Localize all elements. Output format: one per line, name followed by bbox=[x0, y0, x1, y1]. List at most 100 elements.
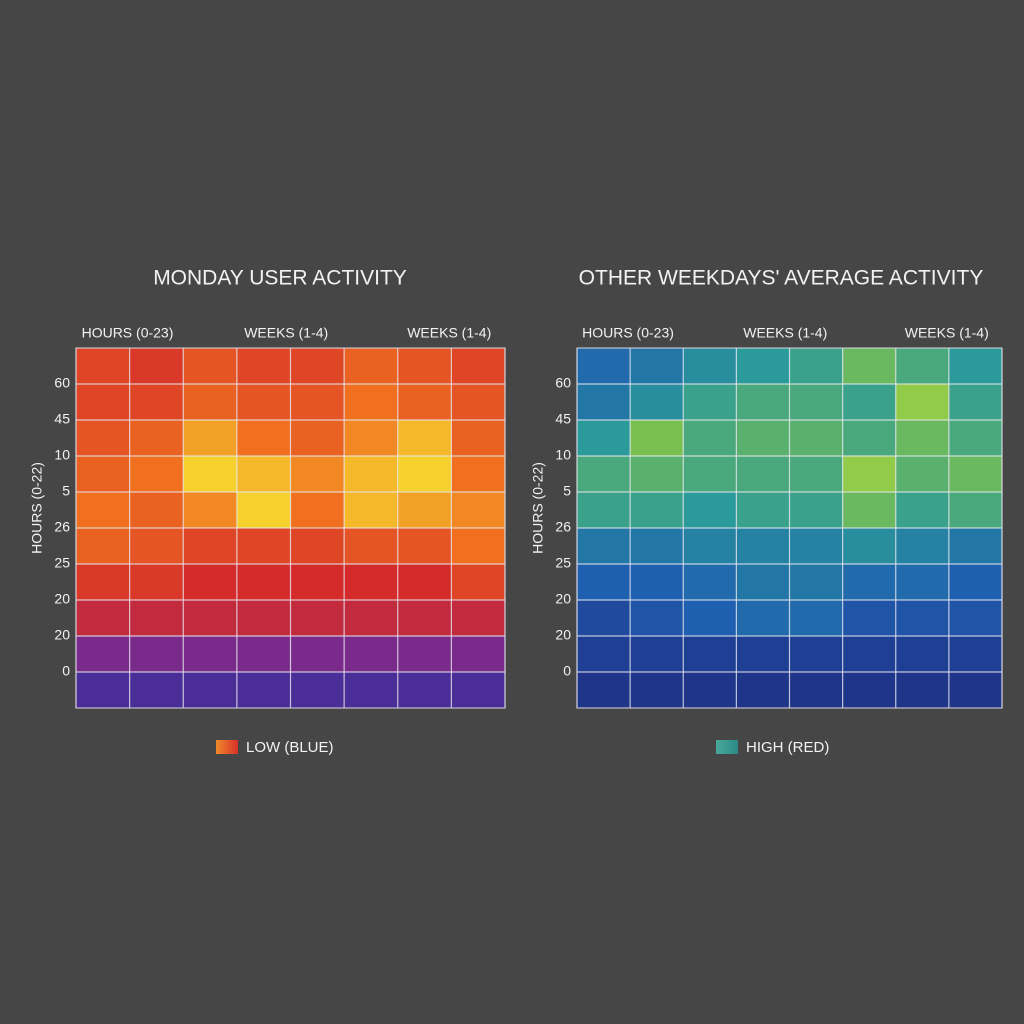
heatmap-cell bbox=[344, 384, 399, 421]
heatmap-cell bbox=[397, 384, 452, 421]
heatmap-cell bbox=[577, 528, 631, 565]
heatmap-cell bbox=[451, 420, 506, 457]
heatmap-cell bbox=[895, 672, 950, 709]
column-label: HOURS (0-23) bbox=[582, 325, 674, 341]
heatmap-cell bbox=[736, 420, 790, 457]
row-label: 10 bbox=[54, 447, 70, 463]
heatmap-cell bbox=[789, 456, 844, 493]
heatmap-cell bbox=[290, 348, 345, 385]
heatmap-cell bbox=[290, 384, 345, 421]
row-label: 45 bbox=[555, 411, 571, 427]
heatmap-cell bbox=[736, 456, 790, 493]
heatmap-cell bbox=[236, 600, 291, 637]
row-label: 20 bbox=[54, 627, 70, 643]
heatmap-cell bbox=[129, 600, 184, 637]
heatmap-cell bbox=[344, 564, 399, 601]
heatmap-cell bbox=[948, 492, 1003, 529]
heatmap-cell bbox=[397, 456, 452, 493]
heatmap-cell bbox=[236, 528, 291, 565]
heatmap-cell bbox=[577, 492, 631, 529]
heatmap-cell bbox=[236, 420, 291, 457]
heatmap-cell bbox=[577, 420, 631, 457]
heatmap-cell bbox=[630, 528, 684, 565]
row-label: 5 bbox=[62, 483, 70, 499]
heatmap-cell bbox=[842, 456, 897, 493]
heatmap-cell bbox=[683, 636, 737, 673]
heatmap-cell bbox=[451, 528, 506, 565]
heatmap-cell bbox=[344, 528, 399, 565]
heatmap-cell bbox=[736, 636, 790, 673]
heatmap-cell bbox=[451, 672, 506, 709]
row-label: 26 bbox=[54, 519, 70, 535]
heatmap-cell bbox=[842, 528, 897, 565]
heatmap-cell bbox=[736, 564, 790, 601]
row-label: 60 bbox=[555, 375, 571, 391]
heatmap-cell bbox=[895, 456, 950, 493]
heatmap-cell bbox=[290, 600, 345, 637]
heatmap-cell bbox=[397, 672, 452, 709]
heatmap-cell bbox=[736, 348, 790, 385]
heatmap-cell bbox=[630, 348, 684, 385]
heatmap-cell bbox=[895, 636, 950, 673]
row-label: 25 bbox=[54, 555, 70, 571]
legend-label: LOW (BLUE) bbox=[246, 739, 334, 756]
heatmap-cell bbox=[129, 492, 184, 529]
heatmap-cell bbox=[129, 348, 184, 385]
heatmap-cell bbox=[683, 672, 737, 709]
heatmap-cell bbox=[236, 636, 291, 673]
heatmap-cell bbox=[76, 600, 131, 637]
heatmap-cell bbox=[183, 348, 238, 385]
heatmap-cell bbox=[895, 492, 950, 529]
heatmap-cell bbox=[183, 492, 238, 529]
heatmap-cell bbox=[129, 564, 184, 601]
heatmap-cell bbox=[451, 600, 506, 637]
heatmap-cell bbox=[948, 564, 1003, 601]
heatmap-cell bbox=[76, 420, 131, 457]
chart-title: OTHER WEEKDAYS' AVERAGE ACTIVITY bbox=[579, 267, 984, 290]
heatmap-cell bbox=[842, 384, 897, 421]
heatmap-cell bbox=[290, 672, 345, 709]
legend-label: HIGH (RED) bbox=[746, 739, 829, 756]
heatmap-cell bbox=[397, 564, 452, 601]
heatmap-cell bbox=[183, 636, 238, 673]
heatmap-cell bbox=[344, 348, 399, 385]
heatmap-cell bbox=[577, 384, 631, 421]
heatmap-cell bbox=[842, 420, 897, 457]
heatmap-cell bbox=[683, 600, 737, 637]
row-label: 45 bbox=[54, 411, 70, 427]
row-label: 26 bbox=[555, 519, 571, 535]
heatmap-cell bbox=[842, 600, 897, 637]
heatmap-cell bbox=[129, 420, 184, 457]
column-label: WEEKS (1-4) bbox=[743, 325, 827, 341]
heatmap-cell bbox=[895, 528, 950, 565]
column-label: WEEKS (1-4) bbox=[244, 325, 328, 341]
heatmap-cell bbox=[183, 672, 238, 709]
plot-frame bbox=[75, 347, 506, 709]
legend-swatch bbox=[716, 740, 738, 754]
heatmap-cell bbox=[789, 384, 844, 421]
heatmap-cell bbox=[842, 348, 897, 385]
y-axis-label: HOURS (0-22) bbox=[29, 462, 45, 554]
heatmap-cell bbox=[344, 456, 399, 493]
heatmap-cell bbox=[683, 528, 737, 565]
heatmap-cell bbox=[397, 636, 452, 673]
heatmap-cell bbox=[76, 636, 131, 673]
heatmap-cell bbox=[344, 672, 399, 709]
column-label: WEEKS (1-4) bbox=[905, 325, 989, 341]
heatmap-cell bbox=[236, 672, 291, 709]
heatmap-cell bbox=[948, 600, 1003, 637]
column-label: WEEKS (1-4) bbox=[407, 325, 491, 341]
heatmap-cell bbox=[842, 564, 897, 601]
y-axis-label: HOURS (0-22) bbox=[530, 462, 546, 554]
heatmap-cell bbox=[183, 384, 238, 421]
heatmap-cell bbox=[630, 384, 684, 421]
heatmap-cell bbox=[789, 672, 844, 709]
heatmap-cell bbox=[236, 492, 291, 529]
row-label: 60 bbox=[54, 375, 70, 391]
heatmap-cell bbox=[290, 528, 345, 565]
heatmap-cell bbox=[290, 456, 345, 493]
row-label: 20 bbox=[555, 627, 571, 643]
heatmap-cell bbox=[236, 456, 291, 493]
heatmap-cell bbox=[736, 528, 790, 565]
heatmap-cell bbox=[451, 492, 506, 529]
